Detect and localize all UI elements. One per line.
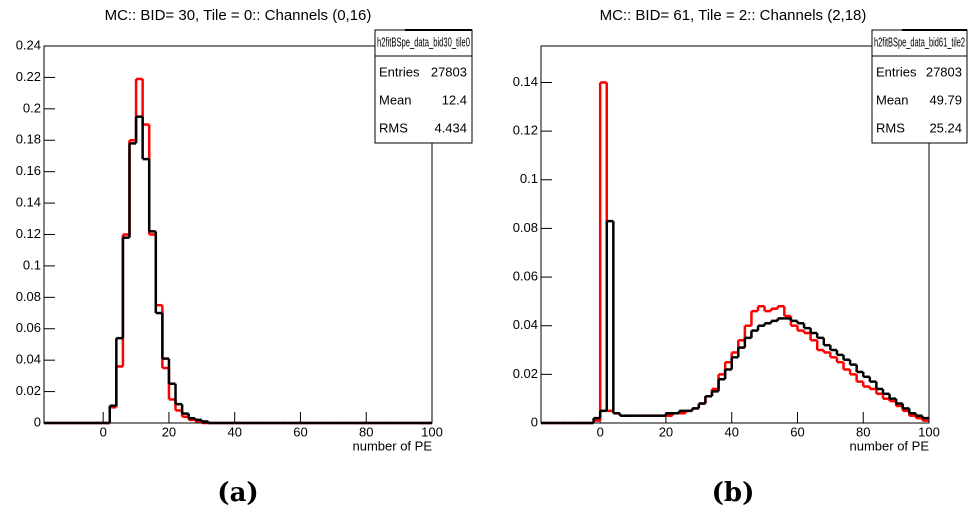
stats-name: h2fitBSpe_data_bid30_tile0 [377, 34, 470, 49]
y-tick-label: 0.24 [16, 37, 41, 52]
x-tick-label: 60 [293, 424, 307, 439]
caption: (b) [712, 478, 755, 508]
y-tick-label: 0.02 [16, 383, 41, 398]
y-tick-label: 0.06 [16, 320, 41, 335]
x-tick-label: 100 [918, 424, 940, 439]
y-tick-label: 0.14 [16, 195, 41, 210]
x-tick-label: 0 [597, 424, 604, 439]
y-tick-label: 0.22 [16, 69, 41, 84]
y-tick-label: 0 [531, 414, 538, 429]
x-axis-label: number of PE [850, 438, 930, 453]
stats-value: 25.24 [929, 120, 962, 135]
stats-value: 27803 [431, 64, 467, 79]
y-tick-label: 0.1 [23, 257, 41, 272]
chart-title: MC:: BID= 61, Tile = 2:: Channels (2,18) [600, 7, 867, 24]
stats-label: Entries [876, 64, 917, 79]
y-tick-label: 0.12 [513, 123, 538, 138]
x-tick-label: 20 [162, 424, 176, 439]
stats-label: Mean [876, 92, 909, 107]
y-tick-label: 0.06 [513, 269, 538, 284]
stats-value: 49.79 [929, 92, 962, 107]
y-tick-label: 0.16 [16, 163, 41, 178]
y-tick-label: 0.02 [513, 366, 538, 381]
x-tick-label: 0 [100, 424, 107, 439]
x-tick-label: 40 [227, 424, 241, 439]
y-tick-label: 0.12 [16, 226, 41, 241]
y-tick-label: 0.08 [513, 220, 538, 235]
stats-label: RMS [876, 120, 905, 135]
stats-label: Entries [379, 64, 420, 79]
stats-value: 12.4 [442, 92, 467, 107]
x-tick-label: 40 [724, 424, 738, 439]
x-tick-label: 80 [856, 424, 870, 439]
stats-label: Mean [379, 92, 412, 107]
plot-frame [540, 45, 930, 424]
y-tick-label: 0.18 [16, 132, 41, 147]
y-tick-label: 0.1 [520, 171, 538, 186]
plot-frame [43, 45, 433, 424]
y-tick-label: 0.14 [513, 74, 538, 89]
y-tick-label: 0.2 [23, 100, 41, 115]
stats-label: RMS [379, 120, 408, 135]
stats-box [871, 29, 968, 144]
x-tick-label: 80 [359, 424, 373, 439]
x-tick-label: 20 [659, 424, 673, 439]
stats-value: 4.434 [434, 120, 467, 135]
y-tick-label: 0.04 [16, 352, 41, 367]
y-tick-label: 0.04 [513, 317, 538, 332]
stats-name: h2fitBSpe_data_bid61_tile2 [874, 34, 965, 49]
y-tick-label: 0.08 [16, 289, 41, 304]
x-tick-label: 60 [790, 424, 804, 439]
chart-title: MC:: BID= 30, Tile = 0:: Channels (0,16) [105, 7, 372, 24]
caption: (a) [217, 478, 258, 508]
stats-value: 27803 [926, 64, 962, 79]
stats-box [374, 29, 473, 144]
x-tick-label: 100 [421, 424, 443, 439]
y-tick-label: 0 [34, 414, 41, 429]
x-axis-label: number of PE [353, 438, 433, 453]
